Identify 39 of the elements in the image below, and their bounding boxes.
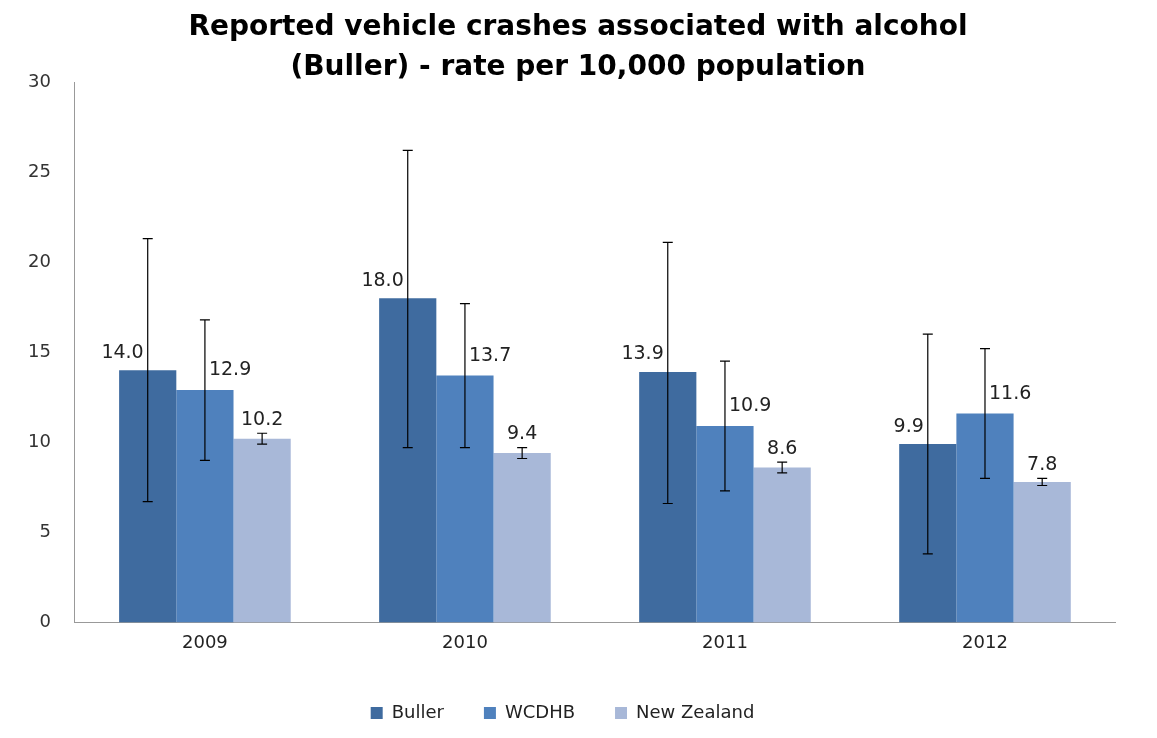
bar: [436, 375, 494, 623]
y-tick-label: 0: [39, 610, 51, 632]
data-label: 11.6: [988, 380, 1032, 403]
y-tick-label: 15: [28, 339, 51, 361]
data-label: 14.0: [101, 339, 144, 362]
x-tick-label: 2009: [182, 630, 228, 652]
x-tick-label: 2010: [442, 630, 488, 652]
data-label: 9.9: [893, 413, 924, 436]
bar: [956, 413, 1014, 623]
data-label: 13.7: [468, 343, 512, 366]
data-label: 8.6: [767, 435, 798, 458]
data-label: 10.2: [240, 406, 284, 429]
bar: [1013, 481, 1071, 623]
chart-title: Reported vehicle crashes associated with alcohol (Buller) - rate per 10,000 population: [187, 8, 969, 84]
data-label: 9.4: [507, 421, 538, 444]
bar: [176, 390, 234, 623]
x-tick-label: 2011: [702, 630, 748, 652]
y-tick-label: 20: [28, 249, 51, 271]
bar: [696, 426, 754, 623]
data-label: 10.9: [728, 393, 772, 416]
legend-label: Buller: [391, 700, 445, 722]
x-tick-label: 2012: [962, 630, 1008, 652]
data-label: 7.8: [1027, 451, 1058, 474]
data-label: 12.9: [208, 357, 252, 380]
legend-label: New Zealand: [636, 700, 755, 722]
bar: [639, 372, 697, 623]
bar: [753, 467, 811, 623]
y-tick-label: 10: [28, 429, 51, 451]
bar: [233, 438, 291, 623]
y-tick-label: 5: [39, 520, 51, 542]
y-tick-label: 25: [28, 159, 51, 181]
data-label: 13.9: [621, 341, 664, 364]
bar: [493, 453, 551, 623]
data-label: 18.0: [361, 267, 404, 290]
bar: [379, 298, 437, 623]
bar: [899, 444, 957, 623]
y-tick-label: 30: [28, 69, 51, 91]
bar: [119, 370, 177, 623]
legend-label: WCDHB: [504, 700, 576, 722]
